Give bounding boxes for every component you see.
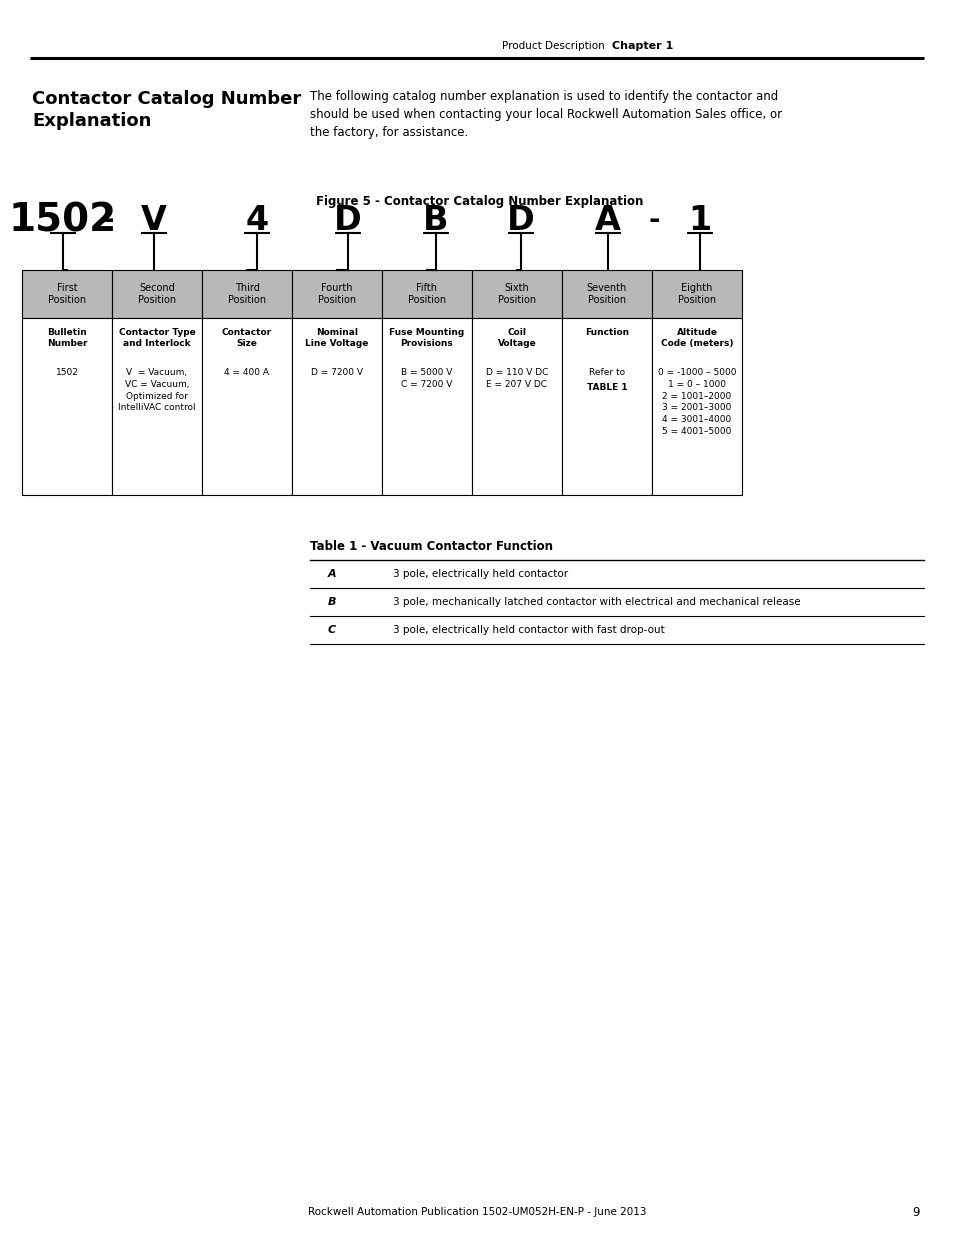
- Text: B: B: [423, 204, 448, 236]
- Text: -: -: [648, 206, 659, 233]
- Text: D = 7200 V: D = 7200 V: [311, 368, 363, 377]
- Text: The following catalog number explanation is used to identify the contactor and
s: The following catalog number explanation…: [310, 90, 781, 140]
- Text: Contactor
Size: Contactor Size: [222, 329, 272, 348]
- Text: 9: 9: [911, 1205, 919, 1219]
- Text: 4: 4: [245, 204, 269, 236]
- Text: Eighth
Position: Eighth Position: [678, 283, 716, 305]
- Text: Fourth
Position: Fourth Position: [317, 283, 355, 305]
- Bar: [651, 317, 741, 495]
- Text: Function: Function: [584, 329, 628, 337]
- Text: Altitude
Code (meters): Altitude Code (meters): [660, 329, 733, 348]
- Bar: [381, 270, 472, 317]
- Bar: [202, 270, 292, 317]
- Text: 3 pole, electrically held contactor with fast drop-out: 3 pole, electrically held contactor with…: [393, 625, 664, 635]
- Text: Table 1 - Vacuum Contactor Function: Table 1 - Vacuum Contactor Function: [310, 540, 553, 553]
- Bar: [292, 270, 381, 317]
- Text: Fuse Mounting
Provisions: Fuse Mounting Provisions: [389, 329, 464, 348]
- Text: 0 = -1000 – 5000
1 = 0 – 1000
2 = 1001–2000
3 = 2001–3000
4 = 3001–4000
5 = 4001: 0 = -1000 – 5000 1 = 0 – 1000 2 = 1001–2…: [657, 368, 736, 436]
- Text: V  = Vacuum,
VC = Vacuum,
Optimized for
IntelliVAC control: V = Vacuum, VC = Vacuum, Optimized for I…: [118, 368, 195, 412]
- Bar: [561, 317, 651, 495]
- Text: B = 5000 V
C = 7200 V: B = 5000 V C = 7200 V: [401, 368, 453, 389]
- Text: Figure 5 - Contactor Catalog Number Explanation: Figure 5 - Contactor Catalog Number Expl…: [316, 195, 643, 207]
- Text: Coil
Voltage: Coil Voltage: [497, 329, 536, 348]
- Text: Third
Position: Third Position: [228, 283, 266, 305]
- Bar: [472, 317, 561, 495]
- Bar: [561, 270, 651, 317]
- Text: Refer to: Refer to: [588, 368, 624, 377]
- Text: C: C: [328, 625, 335, 635]
- Text: -: -: [102, 206, 113, 233]
- Text: Contactor Type
and Interlock: Contactor Type and Interlock: [118, 329, 195, 348]
- Text: Product Description: Product Description: [501, 41, 604, 51]
- Text: Nominal
Line Voltage: Nominal Line Voltage: [305, 329, 368, 348]
- Text: B: B: [328, 597, 335, 606]
- Bar: [381, 317, 472, 495]
- Bar: [202, 317, 292, 495]
- Text: 1502: 1502: [55, 368, 78, 377]
- Text: A: A: [595, 204, 620, 236]
- Text: 4 = 400 A: 4 = 400 A: [224, 368, 269, 377]
- Text: Bulletin
Number: Bulletin Number: [47, 329, 87, 348]
- Bar: [472, 270, 561, 317]
- Text: D = 110 V DC
E = 207 V DC: D = 110 V DC E = 207 V DC: [485, 368, 548, 389]
- Text: Rockwell Automation Publication 1502-UM052H-EN-P - June 2013: Rockwell Automation Publication 1502-UM0…: [308, 1207, 645, 1216]
- Text: Second
Position: Second Position: [138, 283, 176, 305]
- Bar: [22, 317, 112, 495]
- Text: Fifth
Position: Fifth Position: [408, 283, 446, 305]
- Bar: [112, 270, 202, 317]
- Text: Seventh
Position: Seventh Position: [586, 283, 626, 305]
- Text: Chapter 1: Chapter 1: [612, 41, 673, 51]
- Bar: [22, 270, 112, 317]
- Bar: [112, 317, 202, 495]
- Text: 1: 1: [688, 204, 711, 236]
- Text: TABLE 1: TABLE 1: [586, 383, 627, 391]
- Text: 1502: 1502: [9, 201, 117, 240]
- Text: 3 pole, mechanically latched contactor with electrical and mechanical release: 3 pole, mechanically latched contactor w…: [393, 597, 800, 606]
- Text: D: D: [334, 204, 361, 236]
- Bar: [292, 317, 381, 495]
- Text: V: V: [141, 204, 167, 236]
- Text: A: A: [327, 569, 336, 579]
- Text: First
Position: First Position: [48, 283, 86, 305]
- Text: Sixth
Position: Sixth Position: [497, 283, 536, 305]
- Bar: [651, 270, 741, 317]
- Text: 3 pole, electrically held contactor: 3 pole, electrically held contactor: [393, 569, 568, 579]
- Text: D: D: [507, 204, 535, 236]
- Text: Contactor Catalog Number
Explanation: Contactor Catalog Number Explanation: [32, 90, 301, 130]
